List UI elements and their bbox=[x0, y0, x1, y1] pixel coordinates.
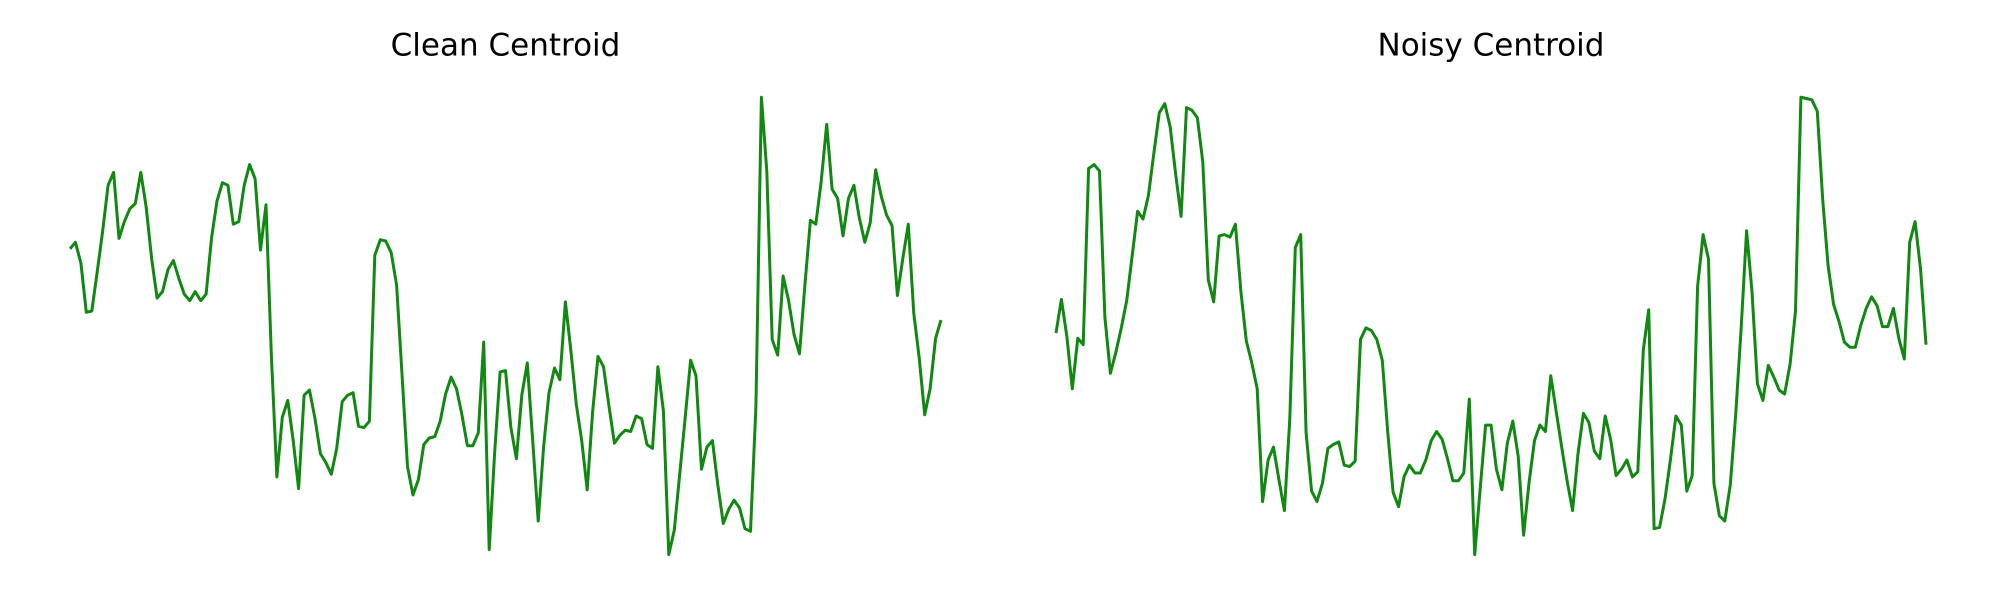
line-series bbox=[1054, 95, 1928, 557]
chart-title: Clean Centroid bbox=[391, 28, 621, 64]
chart-title: Noisy Centroid bbox=[1378, 28, 1605, 64]
line-series bbox=[68, 95, 943, 557]
